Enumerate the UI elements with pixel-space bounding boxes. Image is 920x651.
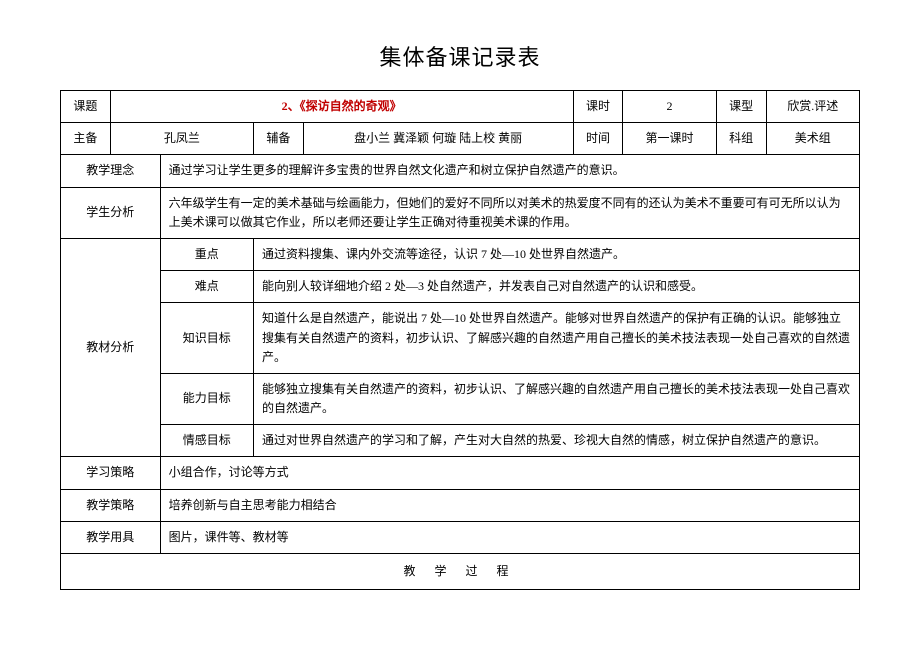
subject-value: 美术组 (766, 123, 859, 155)
student-analysis-value: 六年级学生有一定的美术基础与绘画能力，但她们的爱好不同所以对美术的热爱度不同有的… (160, 187, 859, 238)
header-row-2: 主备 孔凤兰 辅备 盘小兰 冀泽颖 何璇 陆上校 黄丽 时间 第一课时 科组 美… (61, 123, 860, 155)
knowledge-goal-label: 知识目标 (160, 303, 253, 374)
topic-text: 2、《探访自然的奇观》 (282, 99, 402, 113)
knowledge-goal-row: 知识目标 知道什么是自然遗产，能说出 7 处—10 处世界自然遗产。能够对世界自… (61, 303, 860, 374)
auxprep-label: 辅备 (253, 123, 303, 155)
emotion-goal-label: 情感目标 (160, 425, 253, 457)
difficulty-label: 难点 (160, 271, 253, 303)
ability-goal-label: 能力目标 (160, 373, 253, 424)
ability-goal-row: 能力目标 能够独立搜集有关自然遗产的资料，初步认识、了解感兴趣的自然遗产用自己擅… (61, 373, 860, 424)
learning-strategy-label: 学习策略 (61, 457, 161, 489)
process-header-row: 教 学 过 程 (61, 554, 860, 590)
emotion-goal-row: 情感目标 通过对世界自然遗产的学习和了解，产生对大自然的热爱、珍视大自然的情感，… (61, 425, 860, 457)
teaching-concept-label: 教学理念 (61, 155, 161, 187)
process-label: 教 学 过 程 (61, 554, 860, 590)
key-point-row: 教材分析 重点 通过资料搜集、课内外交流等途径，认识 7 处—10 处世界自然遗… (61, 238, 860, 270)
teaching-tools-row: 教学用具 图片，课件等、教材等 (61, 521, 860, 553)
student-analysis-label: 学生分析 (61, 187, 161, 238)
learning-strategy-value: 小组合作，讨论等方式 (160, 457, 859, 489)
subject-label: 科组 (716, 123, 766, 155)
header-row-1: 课题 2、《探访自然的奇观》 课时 2 课型 欣赏.评述 (61, 91, 860, 123)
teaching-tools-value: 图片，课件等、教材等 (160, 521, 859, 553)
student-analysis-row: 学生分析 六年级学生有一定的美术基础与绘画能力，但她们的爱好不同所以对美术的热爱… (61, 187, 860, 238)
knowledge-goal-value: 知道什么是自然遗产，能说出 7 处—10 处世界自然遗产。能够对世界自然遗产的保… (253, 303, 859, 374)
page-title: 集体备课记录表 (60, 40, 860, 72)
mainprep-value: 孔凤兰 (110, 123, 253, 155)
learning-strategy-row: 学习策略 小组合作，讨论等方式 (61, 457, 860, 489)
material-analysis-label: 教材分析 (61, 238, 161, 457)
key-point-value: 通过资料搜集、课内外交流等途径，认识 7 处—10 处世界自然遗产。 (253, 238, 859, 270)
time-label: 时间 (573, 123, 623, 155)
difficulty-row: 难点 能向别人较详细地介绍 2 处—3 处自然遗产，并发表自己对自然遗产的认识和… (61, 271, 860, 303)
teaching-concept-row: 教学理念 通过学习让学生更多的理解许多宝贵的世界自然文化遗产和树立保护自然遗产的… (61, 155, 860, 187)
lesson-plan-table: 课题 2、《探访自然的奇观》 课时 2 课型 欣赏.评述 主备 孔凤兰 辅备 盘… (60, 90, 860, 590)
topic-value: 2、《探访自然的奇观》 (110, 91, 573, 123)
mainprep-label: 主备 (61, 123, 111, 155)
key-point-label: 重点 (160, 238, 253, 270)
difficulty-value: 能向别人较详细地介绍 2 处—3 处自然遗产，并发表自己对自然遗产的认识和感受。 (253, 271, 859, 303)
type-value: 欣赏.评述 (766, 91, 859, 123)
teaching-tools-label: 教学用具 (61, 521, 161, 553)
teaching-strategy-label: 教学策略 (61, 489, 161, 521)
time-value: 第一课时 (623, 123, 716, 155)
teaching-concept-value: 通过学习让学生更多的理解许多宝贵的世界自然文化遗产和树立保护自然遗产的意识。 (160, 155, 859, 187)
topic-label: 课题 (61, 91, 111, 123)
period-label: 课时 (573, 91, 623, 123)
teaching-strategy-row: 教学策略 培养创新与自主思考能力相结合 (61, 489, 860, 521)
period-value: 2 (623, 91, 716, 123)
auxprep-value: 盘小兰 冀泽颖 何璇 陆上校 黄丽 (303, 123, 573, 155)
ability-goal-value: 能够独立搜集有关自然遗产的资料，初步认识、了解感兴趣的自然遗产用自己擅长的美术技… (253, 373, 859, 424)
emotion-goal-value: 通过对世界自然遗产的学习和了解，产生对大自然的热爱、珍视大自然的情感，树立保护自… (253, 425, 859, 457)
type-label: 课型 (716, 91, 766, 123)
teaching-strategy-value: 培养创新与自主思考能力相结合 (160, 489, 859, 521)
